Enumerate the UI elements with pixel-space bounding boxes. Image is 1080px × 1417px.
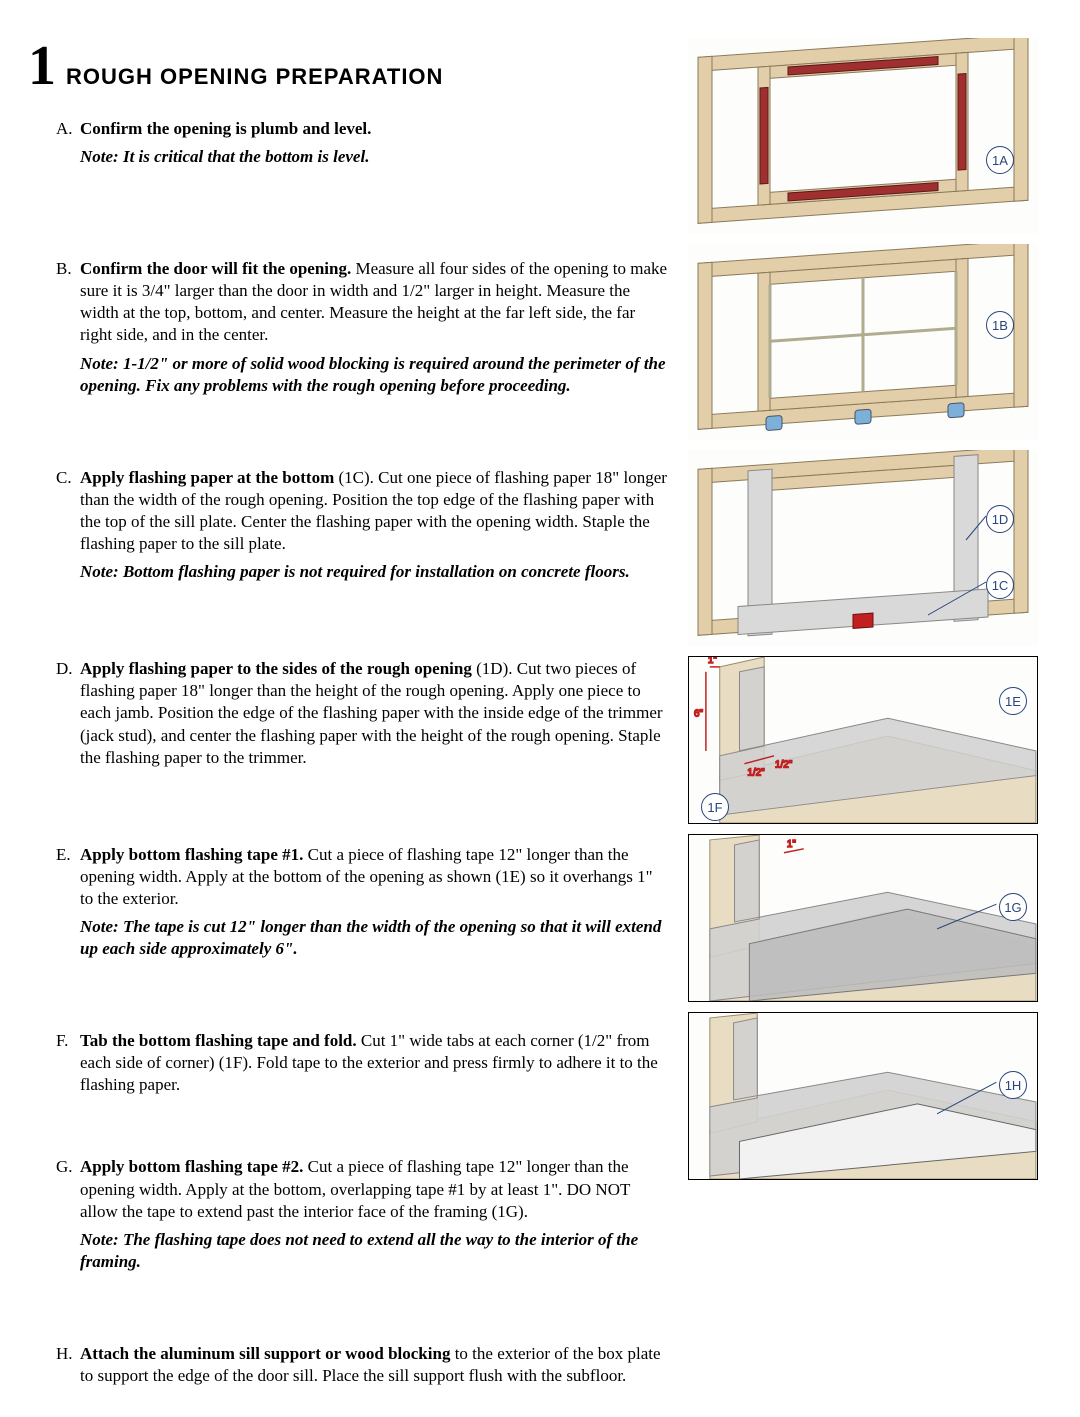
figure-1cd-svg <box>688 450 1038 646</box>
step-letter: B. <box>56 258 76 397</box>
callout-1d: 1D <box>986 505 1014 533</box>
figure-1ef: 6" 1" 1/2" 1/2" 1E 1F <box>688 656 1038 824</box>
step-c: C. Apply flashing paper at the bottom (1… <box>56 467 668 583</box>
step-letter: E. <box>56 844 76 960</box>
figure-1a-svg <box>688 38 1038 234</box>
step-lead: Apply bottom flashing tape #2. <box>80 1157 303 1176</box>
step-lead: Confirm the door will fit the opening. <box>80 259 351 278</box>
page: 1 ROUGH OPENING PREPARATION A. Confirm t… <box>0 0 1080 1417</box>
figure-1ef-svg: 6" 1" 1/2" 1/2" <box>689 657 1037 823</box>
figure-1cd: 1D 1C <box>688 450 1038 646</box>
figure-1g: 1" 1G <box>688 834 1038 1002</box>
step-note: Note: The flashing tape does not need to… <box>80 1229 668 1273</box>
step-e: E. Apply bottom flashing tape #1. Cut a … <box>56 844 668 960</box>
figure-1g-svg: 1" <box>689 835 1037 1001</box>
svg-text:1/2": 1/2" <box>747 768 765 779</box>
step-letter: D. <box>56 658 76 768</box>
section-header: 1 ROUGH OPENING PREPARATION <box>28 38 668 94</box>
step-letter: H. <box>56 1343 76 1387</box>
figure-1h-svg <box>689 1013 1037 1179</box>
callout-1b: 1B <box>986 311 1014 339</box>
step-letter: F. <box>56 1030 76 1096</box>
svg-text:6": 6" <box>694 708 703 719</box>
svg-text:1": 1" <box>787 839 796 850</box>
step-note: Note: Bottom flashing paper is not requi… <box>80 561 668 583</box>
step-lead: Tab the bottom flashing tape and fold. <box>80 1031 357 1050</box>
figure-1a: 1A <box>688 38 1038 234</box>
step-lead: Apply bottom flashing tape #1. <box>80 845 303 864</box>
step-note: Note: 1-1/2" or more of solid wood block… <box>80 353 668 397</box>
svg-text:1": 1" <box>708 657 717 666</box>
figure-1b-svg <box>688 244 1038 440</box>
text-column: 1 ROUGH OPENING PREPARATION A. Confirm t… <box>28 38 668 1397</box>
step-lead: Attach the aluminum sill support or wood… <box>80 1344 450 1363</box>
step-letter: G. <box>56 1156 76 1272</box>
callout-1e: 1E <box>999 687 1027 715</box>
callout-1f: 1F <box>701 793 729 821</box>
figure-1h: 1H <box>688 1012 1038 1180</box>
callout-1a: 1A <box>986 146 1014 174</box>
step-note: Note: It is critical that the bottom is … <box>80 146 668 168</box>
step-h: H. Attach the aluminum sill support or w… <box>56 1343 668 1387</box>
figure-1b: 1B <box>688 244 1038 440</box>
step-note: Note: The tape is cut 12" longer than th… <box>80 916 668 960</box>
step-lead: Apply flashing paper to the sides of the… <box>80 659 472 678</box>
figure-column: 1A <box>688 38 1038 1397</box>
step-letter: C. <box>56 467 76 583</box>
svg-text:1/2": 1/2" <box>775 760 793 771</box>
section-number: 1 <box>28 38 56 94</box>
step-d: D. Apply flashing paper to the sides of … <box>56 658 668 768</box>
step-lead: Confirm the opening is plumb and level. <box>80 119 371 138</box>
step-lead: Apply flashing paper at the bottom <box>80 468 334 487</box>
section-title: ROUGH OPENING PREPARATION <box>66 64 443 90</box>
step-letter: A. <box>56 118 76 168</box>
step-f: F. Tab the bottom flashing tape and fold… <box>56 1030 668 1096</box>
step-g: G. Apply bottom flashing tape #2. Cut a … <box>56 1156 668 1272</box>
step-a: A. Confirm the opening is plumb and leve… <box>56 118 668 168</box>
step-b: B. Confirm the door will fit the opening… <box>56 258 668 397</box>
callout-1c: 1C <box>986 571 1014 599</box>
callout-1h: 1H <box>999 1071 1027 1099</box>
callout-1g: 1G <box>999 893 1027 921</box>
